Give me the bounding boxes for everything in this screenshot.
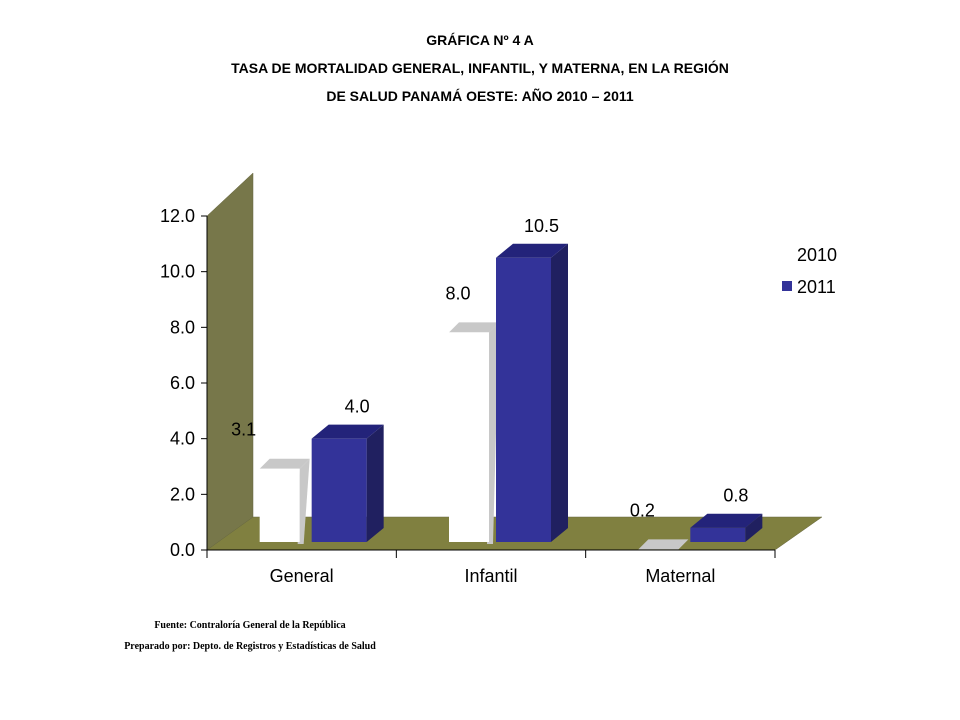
y-tick-label: 10.0 <box>160 262 195 282</box>
chart-title-line-2: TASA DE MORTALIDAD GENERAL, INFANTIL, Y … <box>231 60 729 76</box>
bar-2011-top <box>311 424 384 439</box>
x-category-label: General <box>270 566 334 586</box>
footer-prepared-by: Preparado por: Depto. de Registros y Est… <box>124 641 376 652</box>
bar-2011-side <box>366 424 384 542</box>
bar-2011-side <box>551 243 568 542</box>
y-tick-label: 8.0 <box>170 317 195 337</box>
bar-2011-top <box>690 513 763 528</box>
bar-2010-side <box>676 539 689 550</box>
bar-2011-top <box>496 243 568 258</box>
legend-swatch-2011 <box>782 281 792 291</box>
back-wall <box>206 172 254 551</box>
bar-2010-maternal <box>638 539 689 550</box>
x-category-label: Maternal <box>645 566 715 586</box>
bar-2011-side <box>745 513 763 542</box>
x-category-label: Infantil <box>464 566 517 586</box>
bar-2010-general <box>259 458 310 544</box>
legend: 2010 2011 <box>782 245 837 297</box>
bar-2011-maternal <box>690 513 763 542</box>
bar-2010-top <box>449 322 499 333</box>
bar-2010-top <box>638 539 689 550</box>
data-label-2010: 0.2 <box>630 500 655 520</box>
y-tick-label: 4.0 <box>170 429 195 449</box>
bar-2010-front <box>259 468 300 542</box>
data-label-2011: 4.0 <box>345 397 370 417</box>
bar-2011-infantil <box>496 243 568 542</box>
bar-2011-front <box>311 438 367 542</box>
chart-title-line-1: GRÁFICA Nº 4 A <box>426 32 534 48</box>
legend-label-2010: 2010 <box>797 245 837 265</box>
chart-title-block: GRÁFICA Nº 4 A TASA DE MORTALIDAD GENERA… <box>0 26 960 110</box>
footer-source: Fuente: Contraloría General de la Repúbl… <box>154 620 346 631</box>
bar-2010-side <box>297 458 310 544</box>
bar-2011-front <box>496 257 551 542</box>
data-label-2010: 8.0 <box>445 283 470 303</box>
bar-2011-general <box>311 424 384 542</box>
legend-label-2011: 2011 <box>797 277 836 297</box>
chart-title-line-3: DE SALUD PANAMÁ OESTE: AÑO 2010 – 2011 <box>326 88 634 104</box>
bar-2010-front <box>449 332 489 542</box>
bar-2010-infantil <box>449 322 499 544</box>
y-tick-label: 2.0 <box>170 484 195 504</box>
data-label-2010: 3.1 <box>231 420 256 440</box>
y-tick-label: 12.0 <box>160 206 195 226</box>
data-label-2011: 10.5 <box>524 216 559 236</box>
data-label-2011: 0.8 <box>723 486 748 506</box>
bar-2011-front <box>690 527 746 542</box>
bar-2010-top <box>259 458 310 469</box>
y-tick-label: 0.0 <box>170 540 195 560</box>
y-tick-label: 6.0 <box>170 373 195 393</box>
